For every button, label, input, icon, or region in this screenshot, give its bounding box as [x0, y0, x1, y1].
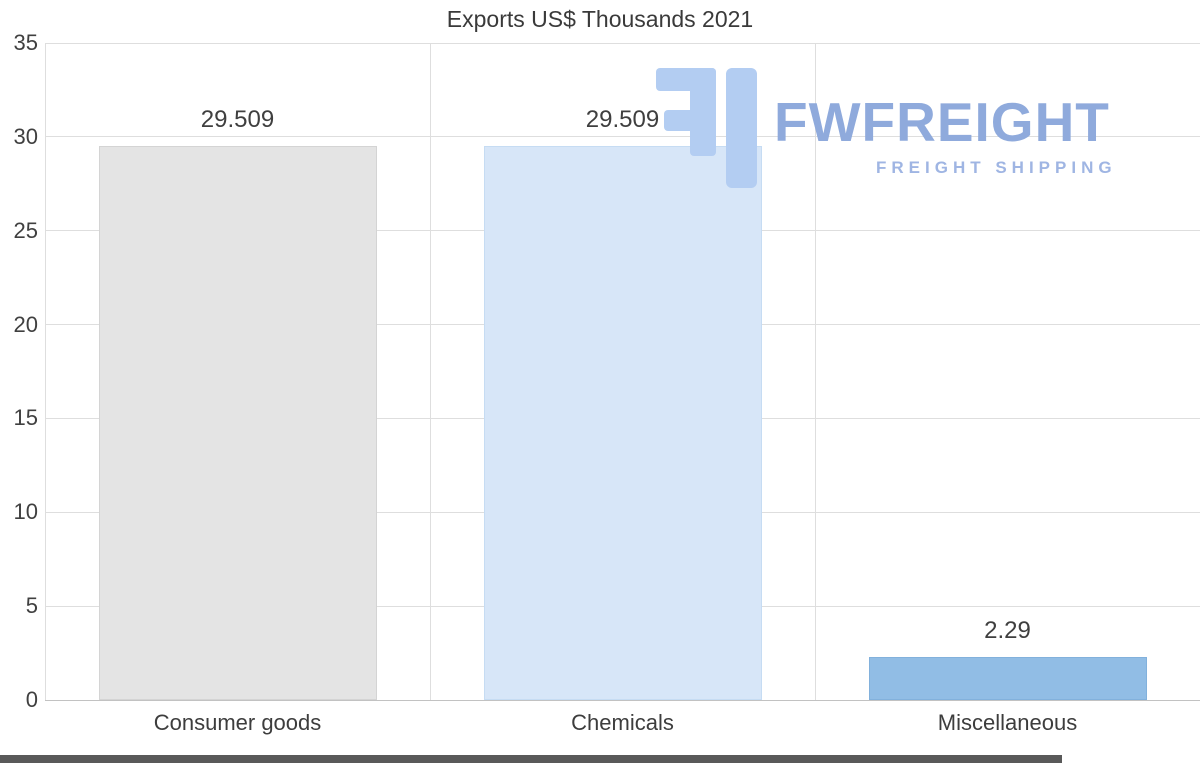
brand-name: FWFREIGHT	[774, 91, 1110, 153]
chart-title: Exports US$ Thousands 2021	[446, 6, 754, 32]
brand-tagline: FREIGHT SHIPPING	[876, 158, 1117, 177]
category-separator-line	[814, 43, 816, 700]
y-axis-tick-label: 30	[13, 123, 38, 149]
y-axis-tick-label: 5	[25, 593, 38, 619]
bottom-progress-bar[interactable]	[0, 755, 1200, 763]
gridline-horizontal	[45, 699, 1200, 701]
bar-chemicals	[483, 146, 762, 700]
category-separator-line	[429, 43, 431, 700]
y-axis-tick-label: 0	[25, 687, 38, 712]
y-axis-tick-label: 35	[13, 30, 38, 55]
bar-miscellaneous	[868, 657, 1147, 700]
bar-consumer-goods	[98, 146, 377, 700]
x-axis-category-label: Chemicals	[571, 710, 674, 735]
y-axis-tick-label: 20	[13, 311, 38, 337]
bottom-progress-fill	[0, 755, 1062, 763]
y-axis-tick-label: 25	[13, 217, 38, 243]
brand-watermark: FWFREIGHT FREIGHT SHIPPING	[648, 66, 1148, 196]
gridline-horizontal	[45, 42, 1200, 44]
bar-value-label: 2.29	[984, 617, 1031, 644]
gridline-horizontal	[45, 136, 1200, 138]
y-axis-tick-label: 10	[13, 499, 38, 525]
x-axis-category-label: Consumer goods	[153, 710, 322, 735]
fwfreight-logo-icon	[648, 66, 760, 190]
x-axis-category-label: Miscellaneous	[937, 710, 1078, 735]
y-axis-tick-label: 15	[13, 405, 38, 431]
bar-value-label: 29.509	[585, 106, 660, 134]
y-axis-line	[45, 43, 46, 700]
bar-value-label: 29.509	[200, 106, 275, 134]
